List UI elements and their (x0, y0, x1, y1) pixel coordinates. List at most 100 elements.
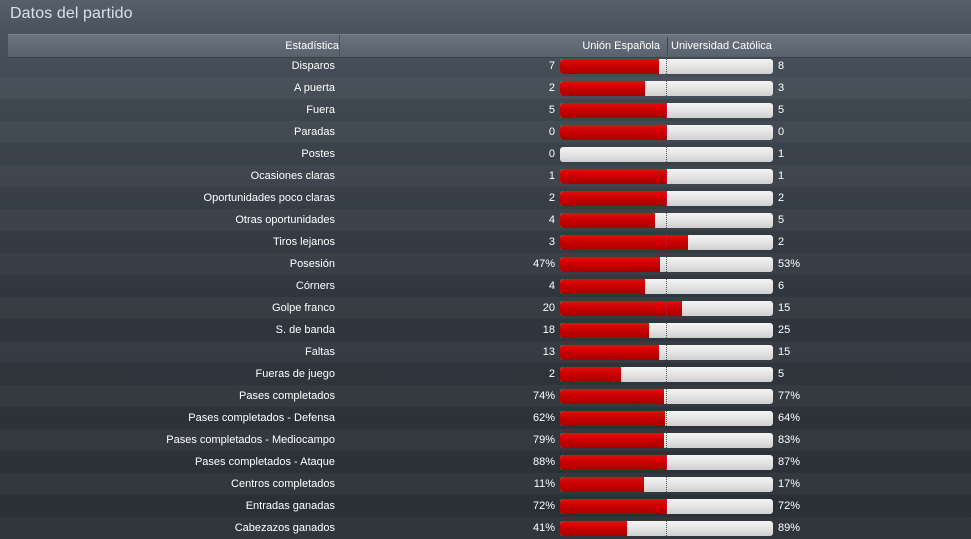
stat-row: Pases completados 74% 77% (0, 385, 971, 407)
away-value: 2 (778, 192, 785, 204)
comparison-bar (560, 235, 773, 250)
home-value: 3 (548, 236, 555, 248)
comparison-bar (560, 103, 773, 118)
comparison-bar (560, 323, 773, 338)
stat-row: Fuera 5 5 (0, 99, 971, 121)
comparison-bar (560, 125, 773, 140)
home-share-fill (560, 125, 667, 140)
stat-row: Disparos 7 8 (0, 55, 971, 77)
home-value: 2 (548, 368, 555, 380)
comparison-bar (560, 213, 773, 228)
home-share-fill (560, 191, 667, 206)
home-value: 4 (548, 214, 555, 226)
stat-label: Posesión (289, 258, 335, 270)
stat-row: Pases completados - Ataque 88% 87% (0, 451, 971, 473)
stat-label: Tiros lejanos (273, 236, 335, 248)
away-value: 0 (778, 126, 785, 138)
stat-row: Oportunidades poco claras 2 2 (0, 187, 971, 209)
comparison-bar (560, 59, 773, 74)
stat-label: Oportunidades poco claras (203, 192, 335, 204)
away-value: 72% (778, 500, 801, 512)
stat-label: Golpe franco (272, 302, 335, 314)
home-value: 79% (532, 434, 555, 446)
comparison-bar (560, 499, 773, 514)
home-value: 2 (548, 82, 555, 94)
away-value: 1 (778, 148, 785, 160)
away-value: 89% (778, 522, 801, 534)
away-value: 53% (778, 258, 801, 270)
away-value: 17% (778, 478, 801, 490)
home-share-fill (560, 499, 667, 514)
header-statistic-label[interactable]: Estadística (8, 35, 340, 57)
stat-label: Centros completados (231, 478, 335, 490)
stat-row: S. de banda 18 25 (0, 319, 971, 341)
comparison-bar (560, 191, 773, 206)
comparison-bar (560, 279, 773, 294)
home-share-fill (560, 279, 645, 294)
home-share-fill (560, 235, 688, 250)
comparison-bar (560, 433, 773, 448)
stat-row: Entradas ganadas 72% 72% (0, 495, 971, 517)
home-share-fill (560, 301, 682, 316)
stat-row: Cabezazos ganados 41% 89% (0, 517, 971, 539)
midpoint-marker (666, 323, 667, 338)
comparison-bar (560, 477, 773, 492)
stat-row: Otras oportunidades 4 5 (0, 209, 971, 231)
home-share-fill (560, 81, 645, 96)
midpoint-marker (666, 279, 667, 294)
home-value: 13 (542, 346, 555, 358)
midpoint-marker (666, 191, 667, 206)
away-value: 64% (778, 412, 801, 424)
home-value: 62% (532, 412, 555, 424)
away-value: 5 (778, 104, 785, 116)
panel-title: Datos del partido (10, 5, 133, 22)
away-value: 5 (778, 214, 785, 226)
header-home-team[interactable]: Unión Española (582, 40, 660, 52)
stat-row: Pases completados - Mediocampo 79% 83% (0, 429, 971, 451)
away-value: 83% (778, 434, 801, 446)
home-share-fill (560, 455, 667, 470)
stat-row: Golpe franco 20 15 (0, 297, 971, 319)
midpoint-marker (666, 477, 667, 492)
comparison-bar (560, 367, 773, 382)
header-away-team[interactable]: Universidad Católica (671, 40, 772, 52)
stat-row: Posesión 47% 53% (0, 253, 971, 275)
midpoint-marker (666, 389, 667, 404)
stat-label: Cabezazos ganados (234, 522, 335, 534)
midpoint-marker (666, 521, 667, 536)
midpoint-marker (666, 345, 667, 360)
midpoint-marker (666, 59, 667, 74)
home-share-fill (560, 389, 664, 404)
midpoint-marker (666, 125, 667, 140)
home-share-fill (560, 433, 664, 448)
stat-label: Ocasiones claras (250, 170, 335, 182)
stat-row: Paradas 0 0 (0, 121, 971, 143)
comparison-bar (560, 389, 773, 404)
comparison-bar (560, 301, 773, 316)
stats-table-header: Estadística Unión Española Universidad C… (8, 34, 971, 58)
home-value: 18 (542, 324, 555, 336)
stat-row: Córners 4 6 (0, 275, 971, 297)
stat-row: Fueras de juego 2 5 (0, 363, 971, 385)
stat-row: A puerta 2 3 (0, 77, 971, 99)
stat-label: Fuera (306, 104, 335, 116)
comparison-bar (560, 455, 773, 470)
stat-label: Faltas (305, 346, 335, 358)
stat-label: Córners (295, 280, 335, 292)
home-value: 4 (548, 280, 555, 292)
away-value: 5 (778, 368, 785, 380)
stat-label: Otras oportunidades (235, 214, 335, 226)
comparison-bar (560, 345, 773, 360)
away-value: 2 (778, 236, 785, 248)
home-value: 72% (532, 500, 555, 512)
midpoint-marker (666, 147, 667, 162)
header-divider (667, 37, 668, 55)
comparison-bar (560, 169, 773, 184)
home-share-fill (560, 345, 659, 360)
home-value: 5 (548, 104, 555, 116)
away-value: 1 (778, 170, 785, 182)
stat-label: Pases completados - Defensa (188, 412, 335, 424)
away-value: 15 (778, 346, 791, 358)
away-value: 25 (778, 324, 791, 336)
away-value: 87% (778, 456, 801, 468)
